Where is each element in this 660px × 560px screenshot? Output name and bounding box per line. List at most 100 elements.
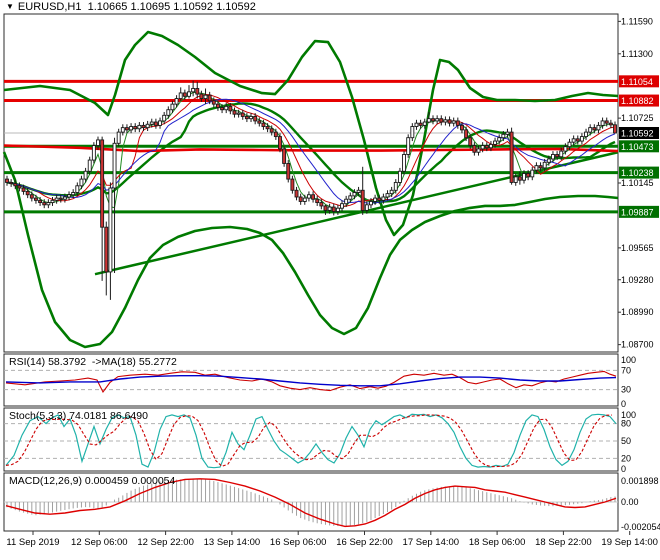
candle-body [356, 189, 361, 193]
bollinger-lower-band [2, 151, 619, 349]
price-badge-black [619, 127, 659, 139]
candle-body [298, 196, 303, 202]
rsi-ma-line [5, 375, 617, 387]
candle-body [484, 145, 489, 149]
candle-body [240, 112, 245, 117]
candle-body [42, 202, 47, 206]
candle-body [389, 189, 394, 195]
candle-body [422, 121, 427, 126]
candle-body [522, 173, 526, 181]
price-badge-green [619, 140, 659, 153]
candle-body [75, 185, 80, 193]
candle-body [348, 195, 353, 200]
candle-body [319, 202, 324, 207]
candle-body [203, 94, 208, 99]
candle-body [464, 129, 469, 139]
candle-body [195, 88, 200, 95]
price-axis-tick: 1.08700 [621, 340, 654, 350]
candle-body [104, 226, 109, 273]
candle-body [83, 170, 88, 180]
candle-body [5, 178, 9, 183]
candle-body [174, 98, 179, 105]
candle-body [335, 207, 340, 212]
candle-body [187, 91, 191, 97]
candle-body [385, 193, 390, 198]
candle-body [228, 105, 233, 112]
candle-body [323, 205, 328, 211]
macd-header: MACD(12,26,9) 0.000459 0.000054 [9, 475, 176, 487]
candle-body [418, 122, 423, 126]
candle-body [505, 131, 510, 135]
candle-body [211, 100, 216, 105]
stoch-header: Stoch(5,3,3) 74.0181 86.6490 [9, 410, 148, 422]
candle-body [451, 120, 456, 124]
candle-body [67, 194, 71, 198]
candle-body [170, 103, 175, 111]
price-badge-label: 1.10238 [621, 168, 654, 178]
candle-body [273, 131, 278, 138]
candle-body [236, 112, 241, 115]
price-badge-label: 1.10473 [621, 142, 654, 152]
candle-body [249, 115, 253, 120]
candle-body [38, 199, 43, 204]
price-badge-red [619, 94, 659, 107]
candle-body [261, 122, 266, 127]
time-axis-label: 17 Sep 14:00 [403, 537, 460, 548]
time-axis-label: 19 Sep 14:00 [601, 537, 658, 548]
ohlc-high: 1.10695 [130, 1, 171, 13]
bollinger-middle-band [6, 102, 616, 204]
candle-body [129, 126, 134, 131]
candle-body [559, 150, 564, 158]
ma-fast-green [6, 91, 616, 210]
candle-body [588, 127, 593, 133]
candle-body [137, 124, 142, 130]
candle-body [555, 154, 560, 158]
rsi-axis-tick: 100 [621, 355, 636, 365]
rsi-axis-tick: 70 [621, 365, 631, 375]
symbol-dropdown-icon[interactable]: ▼ [6, 2, 14, 11]
candle-body [571, 138, 576, 143]
ma-mid-red [6, 93, 616, 207]
price-axis-tick: 1.09280 [621, 275, 654, 285]
chart-title: ▼ EURUSD,H1 1.10665 1.10695 1.10592 1.105… [6, 1, 256, 13]
candle-body [100, 139, 105, 228]
price-badge-label: 1.10882 [621, 96, 654, 106]
candle-body [133, 126, 138, 130]
candle-body [153, 121, 158, 126]
candle-body [178, 92, 183, 99]
candle-body [517, 176, 522, 181]
macd-axis-tick: 0.00 [621, 497, 639, 507]
candle-body [509, 131, 514, 183]
candle-body [331, 206, 336, 212]
candle-body [579, 136, 584, 142]
candle-body [315, 198, 320, 204]
st-panel[interactable] [3, 407, 619, 472]
price-badge-label: 1.10592 [621, 129, 654, 139]
candle-body [96, 139, 100, 146]
time-axis-label: 18 Sep 22:00 [535, 537, 592, 548]
candle-body [534, 165, 539, 171]
stoch-axis-tick: 50 [621, 436, 631, 446]
candle-body [224, 105, 229, 111]
candle-body [253, 115, 258, 122]
candle-body [501, 133, 506, 139]
stoch-axis-tick: 100 [621, 410, 636, 420]
candle-body [551, 154, 555, 160]
candle-body [604, 120, 609, 124]
candle-body [455, 120, 460, 126]
stoch-axis-tick: 20 [621, 453, 631, 463]
candle-body [120, 127, 125, 133]
candle-body [162, 114, 167, 122]
candle-body [71, 192, 76, 196]
candle-body [54, 197, 59, 201]
symbol-timeframe: EURUSD,H1 [17, 1, 82, 13]
candle-body [538, 165, 543, 169]
candle-body [124, 127, 129, 131]
candle-body [182, 92, 187, 97]
candle-body [207, 94, 212, 102]
candle-body [306, 194, 311, 199]
candle-body [327, 206, 332, 211]
price-axis-tick: 1.10145 [621, 178, 654, 188]
candle-body [232, 110, 237, 115]
